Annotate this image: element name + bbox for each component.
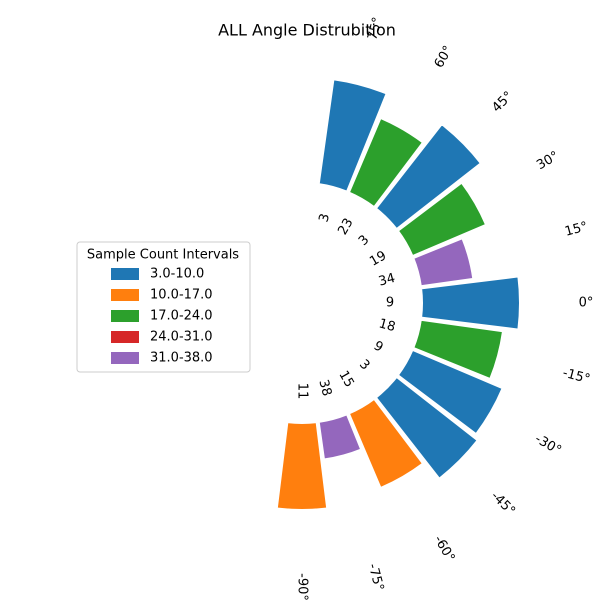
count-label: 3 bbox=[356, 233, 372, 249]
bar bbox=[275, 420, 329, 511]
legend-swatch bbox=[111, 310, 139, 322]
count-label: 23 bbox=[335, 216, 356, 238]
count-label: 9 bbox=[371, 338, 386, 355]
bar bbox=[347, 397, 425, 490]
legend-swatch bbox=[111, 352, 139, 364]
legend-label: 10.0-17.0 bbox=[150, 288, 213, 303]
bar bbox=[396, 181, 488, 258]
bar bbox=[347, 116, 425, 209]
angle-tick-label: 15° bbox=[563, 219, 589, 239]
angle-tick-label: -45° bbox=[488, 489, 518, 519]
angle-tick-label: -75° bbox=[365, 562, 387, 593]
count-label: 3 bbox=[356, 357, 372, 373]
angle-tick-label: 45° bbox=[489, 89, 516, 116]
bar bbox=[317, 78, 388, 194]
legend-title: Sample Count Intervals bbox=[87, 248, 239, 263]
bar bbox=[396, 348, 504, 436]
angle-tick-label: -15° bbox=[561, 366, 592, 388]
legend-swatch bbox=[111, 289, 139, 301]
count-label: 15 bbox=[335, 368, 356, 390]
count-label: 38 bbox=[315, 378, 334, 398]
angle-tick-label: 30° bbox=[534, 149, 561, 174]
count-label: 18 bbox=[377, 316, 397, 335]
count-label: 11 bbox=[295, 383, 310, 400]
angle-tick-label: -30° bbox=[532, 432, 564, 459]
chart-title: ALL Angle Distrubition bbox=[218, 21, 396, 40]
count-label: 19 bbox=[367, 248, 389, 269]
legend-label: 24.0-31.0 bbox=[150, 330, 213, 345]
count-label: 3 bbox=[316, 212, 333, 224]
angle-tick-label: -60° bbox=[431, 533, 458, 565]
bar bbox=[374, 375, 480, 481]
angle-tick-label: 60° bbox=[432, 43, 457, 70]
legend-swatch bbox=[111, 331, 139, 343]
angle-tick-label: 0° bbox=[579, 296, 594, 311]
bar bbox=[419, 275, 521, 331]
count-label: 34 bbox=[377, 271, 397, 290]
legend-label: 31.0-38.0 bbox=[150, 351, 213, 366]
bar bbox=[374, 122, 483, 231]
bar bbox=[411, 236, 475, 288]
legend-swatch bbox=[111, 268, 139, 280]
legend-label: 3.0-10.0 bbox=[150, 267, 204, 282]
angle-tick-label: 75° bbox=[365, 16, 385, 42]
angle-tick-label: -90° bbox=[295, 573, 310, 600]
count-label: 9 bbox=[386, 296, 394, 311]
bar bbox=[317, 412, 363, 461]
legend-label: 17.0-24.0 bbox=[150, 309, 213, 324]
bar bbox=[411, 318, 505, 381]
